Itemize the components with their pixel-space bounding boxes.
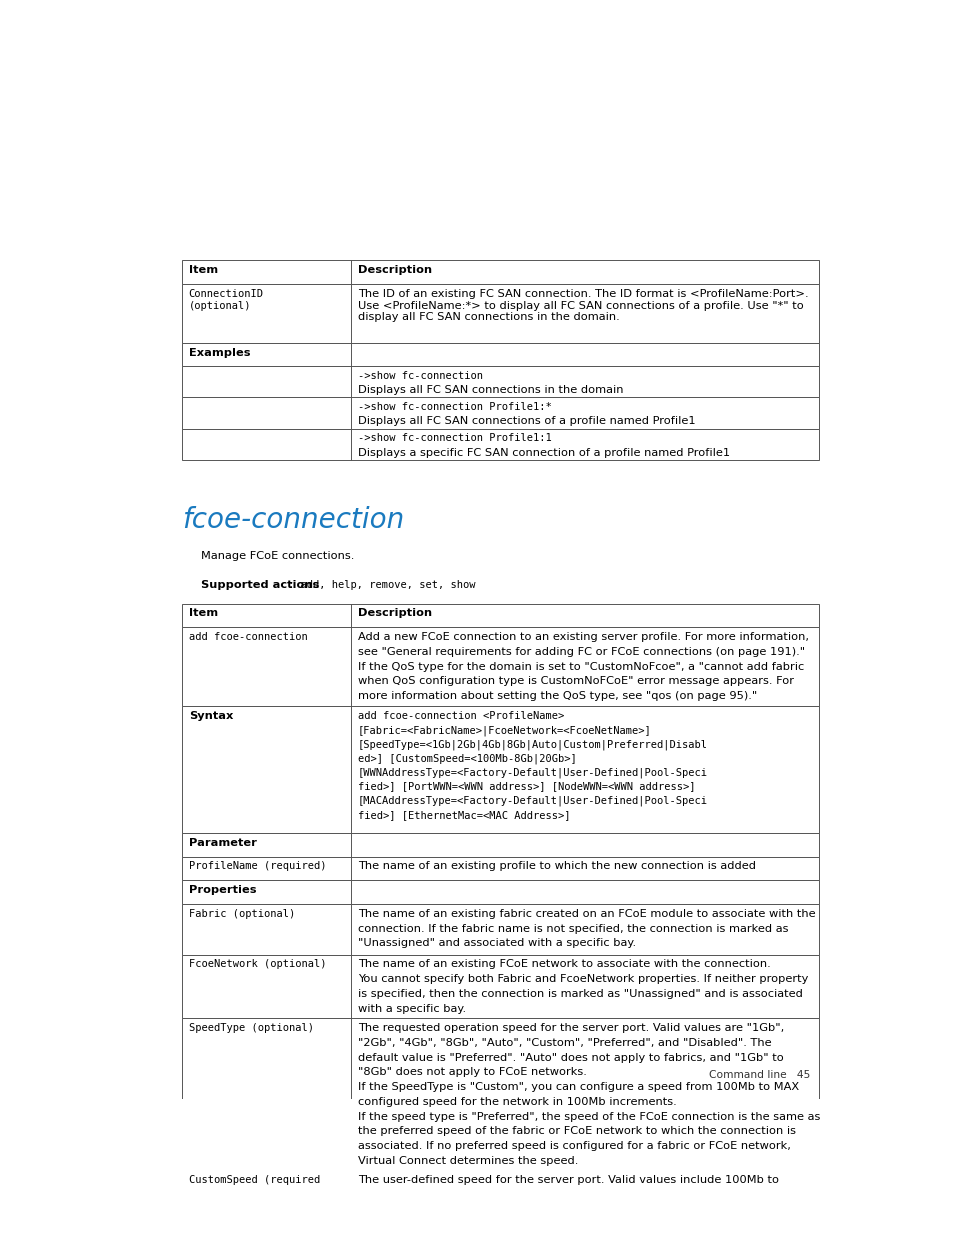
Text: "2Gb", "4Gb", "8Gb", "Auto", "Custom", "Preferred", and "Disabled". The: "2Gb", "4Gb", "8Gb", "Auto", "Custom", "…	[357, 1037, 770, 1047]
Text: Item: Item	[189, 609, 217, 619]
Text: add fcoe-connection <ProfileName>: add fcoe-connection <ProfileName>	[357, 711, 563, 721]
Text: Add a new FCoE connection to an existing server profile. For more information,: Add a new FCoE connection to an existing…	[357, 632, 808, 642]
Bar	[182, 604, 819, 627]
Text: is specified, then the connection is marked as "Unassigned" and is associated: is specified, then the connection is mar…	[357, 989, 801, 999]
Text: [Fabric=<FabricName>|FcoeNetwork=<FcoeNetName>]: [Fabric=<FabricName>|FcoeNetwork=<FcoeNe…	[357, 725, 651, 736]
Text: ConnectionID
(optional): ConnectionID (optional)	[189, 289, 263, 310]
Text: Displays a specific FC SAN connection of a profile named Profile1: Displays a specific FC SAN connection of…	[357, 447, 729, 457]
Text: The user-defined speed for the server port. Valid values include 100Mb to: The user-defined speed for the server po…	[357, 1176, 778, 1186]
Text: fcoe-connection: fcoe-connection	[182, 506, 404, 534]
Text: You cannot specify both Fabric and FcoeNetwork properties. If neither property: You cannot specify both Fabric and FcoeN…	[357, 974, 807, 984]
Text: Supported actions: Supported actions	[200, 580, 318, 590]
Text: [WWNAddressType=<Factory-Default|User-Defined|Pool-Speci: [WWNAddressType=<Factory-Default|User-De…	[357, 767, 707, 778]
Bar	[182, 706, 819, 832]
Text: Properties: Properties	[189, 885, 256, 895]
Text: The name of an existing profile to which the new connection is added: The name of an existing profile to which…	[357, 862, 755, 872]
Bar	[182, 343, 819, 366]
Bar	[182, 429, 819, 461]
Text: configured speed for the network in 100Mb increments.: configured speed for the network in 100M…	[357, 1097, 676, 1107]
Text: ed>] [CustomSpeed=<100Mb-8Gb|20Gb>]: ed>] [CustomSpeed=<100Mb-8Gb|20Gb>]	[357, 753, 576, 764]
Bar	[182, 366, 819, 398]
Bar	[182, 832, 819, 857]
Text: The requested operation speed for the server port. Valid values are "1Gb",: The requested operation speed for the se…	[357, 1023, 783, 1032]
Text: Command line   45: Command line 45	[708, 1071, 810, 1081]
Text: If the speed type is "Preferred", the speed of the FCoE connection is the same a: If the speed type is "Preferred", the sp…	[357, 1112, 820, 1121]
Text: SpeedType (optional): SpeedType (optional)	[189, 1023, 314, 1032]
Text: Item: Item	[189, 266, 217, 275]
Bar	[182, 261, 819, 284]
Text: FcoeNetwork (optional): FcoeNetwork (optional)	[189, 960, 326, 969]
Text: Description: Description	[357, 609, 432, 619]
Text: Virtual Connect determines the speed.: Virtual Connect determines the speed.	[357, 1156, 578, 1166]
Text: fied>] [EthernetMac=<MAC Address>]: fied>] [EthernetMac=<MAC Address>]	[357, 810, 570, 820]
Text: The ID of an existing FC SAN connection. The ID format is <ProfileName:Port>.
Us: The ID of an existing FC SAN connection.…	[357, 289, 807, 322]
Text: : add, help, remove, set, show: : add, help, remove, set, show	[288, 580, 475, 590]
Text: see "General requirements for adding FC or FCoE connections (on page 191).": see "General requirements for adding FC …	[357, 647, 804, 657]
Text: Syntax: Syntax	[189, 711, 233, 721]
Text: Displays all FC SAN connections in the domain: Displays all FC SAN connections in the d…	[357, 385, 622, 395]
Text: Manage FCoE connections.: Manage FCoE connections.	[200, 551, 354, 562]
Text: Parameter: Parameter	[189, 837, 256, 847]
Text: [MACAddressType=<Factory-Default|User-Defined|Pool-Speci: [MACAddressType=<Factory-Default|User-De…	[357, 795, 707, 806]
Text: [SpeedType=<1Gb|2Gb|4Gb|8Gb|Auto|Custom|Preferred|Disabl: [SpeedType=<1Gb|2Gb|4Gb|8Gb|Auto|Custom|…	[357, 740, 707, 750]
Text: the preferred speed of the fabric or FCoE network to which the connection is: the preferred speed of the fabric or FCo…	[357, 1126, 795, 1136]
Text: Examples: Examples	[189, 348, 250, 358]
Text: The name of an existing FCoE network to associate with the connection.: The name of an existing FCoE network to …	[357, 960, 770, 969]
Bar	[182, 1019, 819, 1171]
Text: CustomSpeed (required: CustomSpeed (required	[189, 1176, 319, 1186]
Bar	[182, 881, 819, 904]
Bar	[182, 398, 819, 429]
Bar	[182, 284, 819, 343]
Text: ->show fc-connection Profile1:*: ->show fc-connection Profile1:*	[357, 403, 551, 412]
Text: with a specific bay.: with a specific bay.	[357, 1004, 465, 1014]
Text: Description: Description	[357, 266, 432, 275]
Text: more information about setting the QoS type, see "qos (on page 95).": more information about setting the QoS t…	[357, 692, 756, 701]
Text: ->show fc-connection Profile1:1: ->show fc-connection Profile1:1	[357, 433, 551, 443]
Bar	[182, 904, 819, 955]
Bar	[182, 955, 819, 1019]
Text: If the QoS type for the domain is set to "CustomNoFcoe", a "cannot add fabric: If the QoS type for the domain is set to…	[357, 662, 803, 672]
Text: The name of an existing fabric created on an FCoE module to associate with the: The name of an existing fabric created o…	[357, 909, 815, 919]
Text: "8Gb" does not apply to FCoE networks.: "8Gb" does not apply to FCoE networks.	[357, 1067, 586, 1077]
Text: connection. If the fabric name is not specified, the connection is marked as: connection. If the fabric name is not sp…	[357, 924, 787, 934]
Text: Displays all FC SAN connections of a profile named Profile1: Displays all FC SAN connections of a pro…	[357, 416, 695, 426]
Text: default value is "Preferred". "Auto" does not apply to fabrics, and "1Gb" to: default value is "Preferred". "Auto" doe…	[357, 1052, 782, 1062]
Text: "Unassigned" and associated with a specific bay.: "Unassigned" and associated with a speci…	[357, 939, 635, 948]
Text: Fabric (optional): Fabric (optional)	[189, 909, 294, 919]
Bar	[182, 1171, 819, 1197]
Text: If the SpeedType is "Custom", you can configure a speed from 100Mb to MAX: If the SpeedType is "Custom", you can co…	[357, 1082, 798, 1092]
Bar	[182, 627, 819, 706]
Text: fied>] [PortWWN=<WWN address>] [NodeWWN=<WWN address>]: fied>] [PortWWN=<WWN address>] [NodeWWN=…	[357, 782, 695, 792]
Bar	[182, 857, 819, 881]
Text: when QoS configuration type is CustomNoFCoE" error message appears. For: when QoS configuration type is CustomNoF…	[357, 677, 793, 687]
Text: ->show fc-connection: ->show fc-connection	[357, 370, 482, 380]
Text: associated. If no preferred speed is configured for a fabric or FCoE network,: associated. If no preferred speed is con…	[357, 1141, 790, 1151]
Text: ProfileName (required): ProfileName (required)	[189, 862, 326, 872]
Text: add fcoe-connection: add fcoe-connection	[189, 632, 307, 642]
